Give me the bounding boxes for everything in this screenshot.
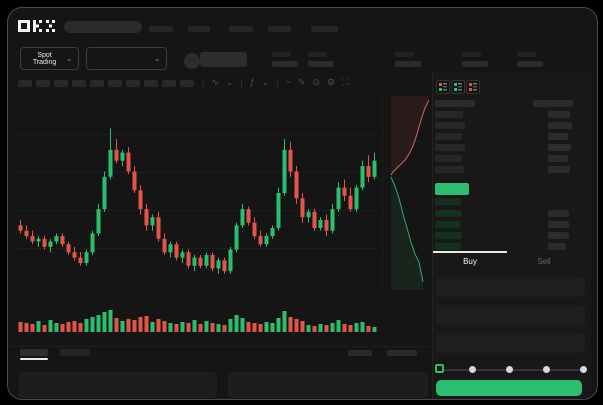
divider: | [276, 77, 279, 87]
ob-col-header-amount [533, 100, 573, 107]
bid-row-price[interactable] [435, 198, 461, 205]
bid-row-amount [548, 221, 569, 228]
chevron-down-icon: ⌄ [154, 55, 160, 63]
book-bids-icon[interactable] [451, 80, 465, 94]
bid-row-price[interactable] [435, 221, 460, 228]
search-input[interactable] [64, 21, 142, 33]
active-tab-indicator [433, 251, 507, 253]
ask-row-amount [548, 166, 570, 173]
last-price-placeholder [200, 52, 247, 67]
chevron-down-icon[interactable]: ⌄ [261, 77, 270, 87]
ask-row-price[interactable] [435, 166, 464, 173]
ask-row-amount [548, 122, 572, 129]
line-tool-icon[interactable]: ~ [285, 77, 291, 87]
ask-row-price[interactable] [435, 111, 463, 118]
indicators-icon[interactable]: ƒ [249, 77, 255, 87]
timeframe-button-4[interactable] [72, 80, 86, 87]
orderbook-last-price[interactable] [435, 183, 469, 195]
ask-row-price[interactable] [435, 155, 462, 162]
volume-chart [18, 296, 378, 332]
nav-item-5[interactable] [311, 26, 338, 32]
timeframe-button-1[interactable] [18, 80, 32, 87]
pair-selector[interactable]: ⌄ [86, 47, 167, 70]
stat-label-2 [308, 52, 327, 57]
camera-icon[interactable]: ⊙ [312, 77, 321, 87]
timeframe-button-9[interactable] [162, 80, 176, 87]
book-asks-icon[interactable] [466, 80, 480, 94]
trade-field-2[interactable] [436, 305, 585, 325]
stat-label-5 [517, 52, 536, 57]
section-divider [8, 346, 430, 347]
stat-label-1 [272, 52, 291, 57]
spot-trading-label: Spot Trading [32, 51, 57, 66]
nav-item-4[interactable] [268, 26, 291, 32]
bottom-tab-2[interactable] [60, 349, 90, 356]
slider-stop-50[interactable] [506, 366, 513, 373]
ask-row-price[interactable] [435, 122, 465, 129]
trade-field-1[interactable] [436, 277, 585, 297]
tab-buy[interactable]: Buy [433, 255, 507, 269]
coin-icon [184, 53, 200, 69]
okx-logo [18, 20, 55, 32]
bid-row-amount [548, 232, 569, 239]
slider-stop-25[interactable] [469, 366, 476, 373]
nav-item-2[interactable] [188, 26, 210, 32]
timeframe-button-2[interactable] [36, 80, 50, 87]
slider-stop-75[interactable] [543, 366, 550, 373]
orderbook-panel: Buy Sell [432, 72, 591, 399]
divider: | [202, 77, 205, 87]
divider: | [240, 77, 243, 87]
draw-icon[interactable]: ✎ [297, 77, 306, 87]
app-window: Spot Trading ⌄ ⌄ | ∿ ⌄ | ƒ ⌄ | ~ ✎ ⊙ ⚙ ⛶ Buy Sell [7, 7, 598, 400]
bid-row-price[interactable] [435, 243, 461, 250]
timeframe-button-7[interactable] [126, 80, 140, 87]
bid-row-price[interactable] [435, 210, 462, 217]
bottom-tab-1[interactable] [20, 349, 48, 356]
timeframe-button-3[interactable] [54, 80, 68, 87]
tab-sell[interactable]: Sell [507, 255, 581, 269]
ask-row-amount [548, 133, 568, 140]
bottom-panel-2 [228, 372, 428, 398]
fullscreen-icon[interactable]: ⛶ [342, 77, 349, 87]
bid-row-amount [548, 210, 569, 217]
stat-value-4 [462, 61, 488, 67]
ask-row-price[interactable] [435, 144, 465, 151]
timeframe-button-5[interactable] [90, 80, 104, 87]
candle-style-icon[interactable]: ∿ [211, 77, 219, 87]
ask-row-amount [548, 144, 571, 151]
bottom-panel-1 [18, 372, 217, 398]
stat-value-2 [308, 61, 334, 67]
timeframe-button-6[interactable] [108, 80, 122, 87]
settings-icon[interactable]: ⚙ [327, 77, 336, 87]
nav-item-3[interactable] [229, 26, 253, 32]
active-bottom-tab-indicator [20, 358, 48, 360]
ob-col-header-price [435, 100, 475, 107]
buy-submit-button[interactable] [436, 380, 582, 396]
nav-item-1[interactable] [149, 26, 173, 32]
bottom-action-1[interactable] [348, 350, 372, 356]
timeframe-button-10[interactable] [180, 80, 194, 87]
stat-value-5 [517, 61, 543, 67]
depth-chart [382, 96, 429, 290]
chevron-down-icon: ⌄ [66, 55, 72, 63]
timeframe-button-8[interactable] [144, 80, 158, 87]
bid-row-amount [548, 243, 566, 250]
stat-label-4 [462, 52, 481, 57]
spot-trading-selector[interactable]: Spot Trading ⌄ [20, 47, 79, 70]
stat-value-3 [395, 61, 421, 67]
stat-label-3 [395, 52, 414, 57]
ask-row-amount [548, 155, 568, 162]
chevron-down-icon[interactable]: ⌄ [225, 77, 234, 87]
amount-slider-handle[interactable] [435, 364, 444, 373]
stat-value-1 [272, 61, 298, 67]
slider-stop-100[interactable] [580, 366, 587, 373]
bottom-action-2[interactable] [387, 350, 417, 356]
bid-row-price[interactable] [435, 232, 462, 239]
chart-tools: | ∿ ⌄ | ƒ ⌄ | ~ ✎ ⊙ ⚙ ⛶ [202, 76, 348, 89]
ask-row-amount [548, 111, 570, 118]
candlestick-chart[interactable] [18, 96, 378, 290]
ask-row-price[interactable] [435, 133, 462, 140]
book-both-icon[interactable] [436, 80, 450, 94]
trade-field-3[interactable] [436, 333, 585, 353]
